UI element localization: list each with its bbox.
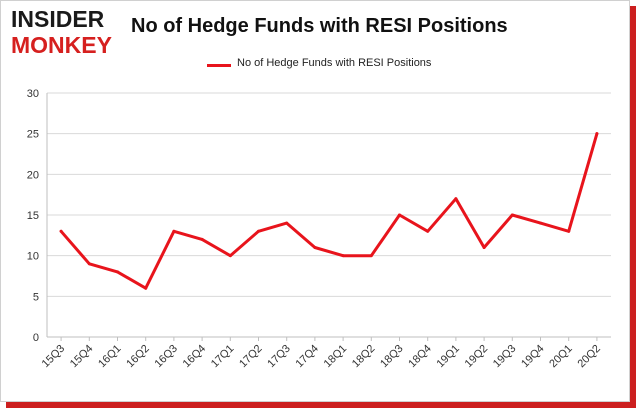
x-tick-label: 19Q2 bbox=[463, 343, 491, 371]
chart-frame: INSIDER MONKEY No of Hedge Funds with RE… bbox=[0, 0, 630, 402]
x-tick-label: 20Q2 bbox=[575, 343, 603, 371]
x-tick-label: 18Q4 bbox=[406, 343, 434, 371]
insider-monkey-logo: INSIDER MONKEY bbox=[11, 7, 119, 59]
y-tick-label: 30 bbox=[27, 88, 39, 100]
x-tick-label: 20Q1 bbox=[547, 343, 575, 371]
chart-title: No of Hedge Funds with RESI Positions bbox=[131, 15, 508, 37]
x-tick-label: 15Q3 bbox=[40, 343, 68, 371]
data-point bbox=[116, 270, 119, 274]
y-tick-label: 20 bbox=[27, 169, 39, 181]
y-tick-label: 5 bbox=[33, 291, 39, 303]
logo-text-bottom: MONKEY bbox=[11, 32, 112, 58]
x-tick-label: 17Q3 bbox=[265, 343, 293, 371]
data-point bbox=[144, 286, 148, 290]
y-tick-label: 15 bbox=[27, 210, 39, 222]
data-point bbox=[172, 229, 176, 233]
data-point bbox=[595, 132, 599, 136]
data-point bbox=[510, 213, 514, 217]
data-point bbox=[482, 246, 486, 250]
data-point bbox=[398, 213, 401, 217]
x-tick-label: 16Q4 bbox=[181, 343, 209, 371]
x-tick-label: 18Q1 bbox=[322, 343, 350, 371]
data-point bbox=[539, 221, 542, 225]
data-point bbox=[200, 237, 204, 241]
data-point bbox=[341, 254, 345, 258]
y-tick-label: 0 bbox=[33, 332, 39, 344]
x-tick-label: 19Q3 bbox=[491, 343, 519, 371]
data-point bbox=[285, 221, 289, 225]
logo-text-top: INSIDER bbox=[11, 6, 105, 32]
data-point bbox=[313, 246, 317, 250]
x-tick-label: 17Q2 bbox=[237, 343, 265, 371]
y-tick-label: 10 bbox=[27, 251, 39, 263]
data-point bbox=[454, 197, 458, 201]
legend-label: No of Hedge Funds with RESI Positions bbox=[237, 57, 432, 69]
x-tick-label: 16Q2 bbox=[124, 343, 152, 371]
x-tick-label: 17Q1 bbox=[209, 343, 237, 371]
data-point bbox=[369, 254, 373, 258]
x-tick-label: 19Q1 bbox=[434, 343, 462, 371]
data-point bbox=[59, 229, 63, 233]
line-chart: 0 5 10 15 20 25 30 15Q3 15Q4 16Q1 16Q2 16Q3 16Q4 17Q1… bbox=[27, 88, 611, 371]
x-tick-label: 16Q1 bbox=[96, 343, 124, 371]
x-tick-label: 18Q3 bbox=[378, 343, 406, 371]
data-point bbox=[426, 229, 430, 233]
x-tick-label: 16Q3 bbox=[152, 343, 180, 371]
series-line bbox=[59, 132, 599, 290]
data-point bbox=[228, 254, 232, 258]
x-tick-label: 18Q2 bbox=[350, 343, 378, 371]
x-tick-label: 17Q4 bbox=[293, 343, 321, 371]
x-tick-label: 15Q4 bbox=[68, 343, 96, 371]
data-point bbox=[257, 229, 260, 233]
legend-swatch bbox=[207, 64, 231, 67]
data-point bbox=[567, 229, 571, 233]
y-tick-label: 25 bbox=[27, 129, 39, 141]
data-point bbox=[87, 262, 91, 266]
x-tick-label: 19Q4 bbox=[519, 343, 547, 371]
